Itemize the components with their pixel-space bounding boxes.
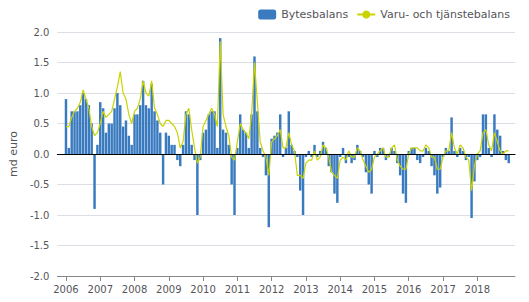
svg-text:Varu- och tjänstebalans: Varu- och tjänstebalans (380, 8, 510, 21)
svg-text:2006: 2006 (53, 284, 78, 295)
svg-text:2017: 2017 (430, 284, 455, 295)
svg-text:2.0: 2.0 (34, 27, 50, 38)
svg-text:2008: 2008 (122, 284, 147, 295)
svg-text:-0.5: -0.5 (30, 179, 50, 190)
svg-text:2015: 2015 (362, 284, 387, 295)
svg-text:0.0: 0.0 (34, 149, 50, 160)
svg-text:2009: 2009 (156, 284, 181, 295)
svg-text:-2.0: -2.0 (30, 271, 50, 282)
svg-text:2007: 2007 (88, 284, 113, 295)
svg-text:2012: 2012 (259, 284, 284, 295)
svg-text:2014: 2014 (327, 284, 352, 295)
svg-text:-1.5: -1.5 (30, 240, 50, 251)
svg-text:Bytesbalans: Bytesbalans (281, 8, 348, 21)
svg-text:2013: 2013 (293, 284, 318, 295)
svg-text:-1.0: -1.0 (30, 210, 50, 221)
svg-text:1.5: 1.5 (34, 57, 50, 68)
svg-text:md euro: md euro (7, 131, 20, 177)
svg-text:2010: 2010 (190, 284, 215, 295)
svg-text:2018: 2018 (465, 284, 490, 295)
svg-text:1.0: 1.0 (34, 88, 50, 99)
svg-text:0.5: 0.5 (34, 118, 50, 129)
svg-text:2016: 2016 (396, 284, 421, 295)
svg-text:2011: 2011 (225, 284, 250, 295)
